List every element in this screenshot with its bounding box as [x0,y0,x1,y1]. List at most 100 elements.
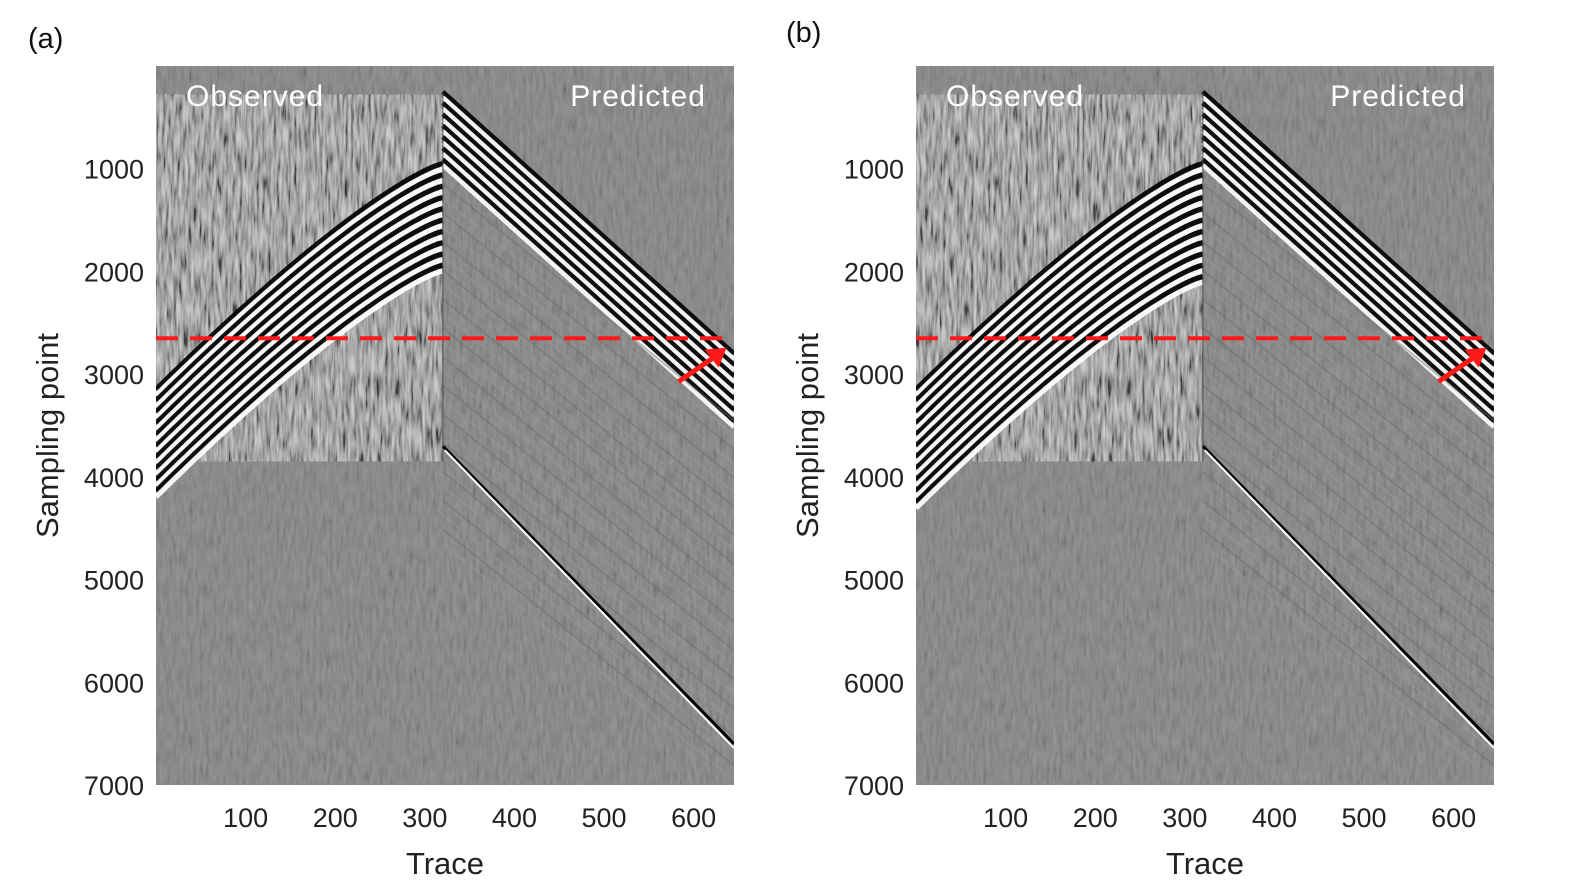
observed-label: Observed [946,80,1084,113]
predicted-label: Predicted [1330,80,1466,113]
observed-event-stripe [916,257,1204,488]
predicted-texture-line [1202,427,1494,666]
predicted-texture-line [442,269,734,508]
observed-event-stripe [916,172,1204,403]
y-tick-label: 6000 [844,668,904,698]
predicted-texture-line [1202,514,1494,752]
observed-event-stripe [156,161,444,392]
predicted-texture-line [442,413,734,652]
observed-event-stripe [916,217,1204,448]
predicted-texture-line [442,485,734,724]
predicted-texture-line [442,312,734,551]
observed-event-stripe [916,200,1204,431]
deep-event-light [444,449,734,749]
observed-event-stripe [916,234,1204,465]
x-tick-label: 300 [1162,803,1207,833]
predicted-texture-line [442,427,734,666]
predicted-event-stripe [1201,95,1494,361]
y-tick-label: 4000 [844,463,904,493]
predicted-texture-line [442,255,734,494]
deep-event-light [1204,449,1494,749]
observed-event-stripe [156,178,444,409]
observed-event-stripe [916,268,1204,499]
predicted-texture-line [442,399,734,637]
predicted-texture-line [1202,485,1494,724]
observed-event-stripe [156,251,444,482]
observed-event-stripe [156,228,444,460]
predicted-event-stripe [441,89,734,356]
y-tick-label: 6000 [84,668,144,698]
predicted-texture-line [442,384,734,623]
x-tick-label: 400 [1252,803,1297,833]
predicted-event-stripe [1201,123,1494,390]
seismic-image [916,66,1494,785]
x-tick-label: 600 [1431,803,1476,833]
predicted-texture-line [1202,183,1494,422]
observed-event-stripe [916,251,1204,482]
y-tick-label: 7000 [844,771,904,801]
predicted-texture-line [1202,384,1494,623]
predicted-event-stripe [441,129,734,395]
predicted-texture-line [1202,341,1494,580]
predicted-texture-line [1202,528,1494,767]
observed-event-stripe [916,161,1204,392]
predicted-event-stripe [441,101,734,367]
predicted-texture-line [1202,399,1494,637]
observed-event-stripe [156,217,444,448]
x-tick-label: 400 [492,803,537,833]
deep-event-dark [441,444,734,745]
predicted-event-stripe [441,106,734,373]
observed-event-stripe [156,172,444,403]
observed-event-stripe [156,206,444,437]
y-tick-label: 7000 [84,771,144,801]
predicted-event-stripe [441,152,734,418]
observed-label: Observed [186,80,324,113]
y-tick-label: 2000 [844,257,904,287]
predicted-texture-line [1202,355,1494,594]
predicted-texture-line [1202,197,1494,436]
predicted-texture-line [1202,284,1494,522]
predicted-texture-line [1202,298,1494,537]
observed-event-stripe [156,257,444,488]
predicted-texture-line [442,240,734,479]
predicted-texture-line [1202,269,1494,508]
observed-event-stripe [156,268,444,499]
observed-event-stripe [156,234,444,465]
predicted-texture-line [1202,255,1494,494]
predicted-texture-line [442,284,734,522]
observed-event-stripe [156,223,444,454]
predicted-texture-line [442,183,734,422]
predicted-event-stripe [441,95,734,361]
deep-event-dark [1201,444,1494,745]
y-tick-label: 2000 [84,257,144,287]
x-tick-label: 200 [1073,803,1118,833]
predicted-texture-line [1202,312,1494,551]
predicted-texture-line [1202,542,1494,781]
seismic-image [156,66,734,785]
observed-event-stripe [156,200,444,431]
x-tick-label: 500 [1342,803,1387,833]
predicted-texture-line [442,212,734,450]
y-tick-label: 1000 [84,155,144,185]
observed-event-stripe [916,228,1204,460]
predicted-texture-line [442,327,734,565]
x-tick-label: 300 [402,803,447,833]
predicted-texture-line [442,341,734,580]
observed-event-stripe [916,183,1204,414]
observed-event-stripe [916,211,1204,443]
panel-b: Observed Predicted (b) 100 200 300 400 500 600 10… [786,17,1494,881]
predicted-event-stripe [1201,112,1494,378]
predicted-event-stripe [441,146,734,412]
observed-event-stripe [156,194,444,426]
predicted-texture-line [442,470,734,709]
predicted-event-stripe [1201,135,1494,401]
predicted-event-stripe [1201,89,1494,356]
predicted-texture-line [442,542,734,781]
panel-a: Observed Predicted (a) 100 200 300 400 500 600 10… [28,23,734,881]
predicted-event-stripe [1201,152,1494,418]
predicted-texture-line [442,298,734,537]
x-axis-label: Trace [1166,846,1244,881]
observed-event-stripe [916,189,1204,420]
y-tick-label: 3000 [84,360,144,390]
